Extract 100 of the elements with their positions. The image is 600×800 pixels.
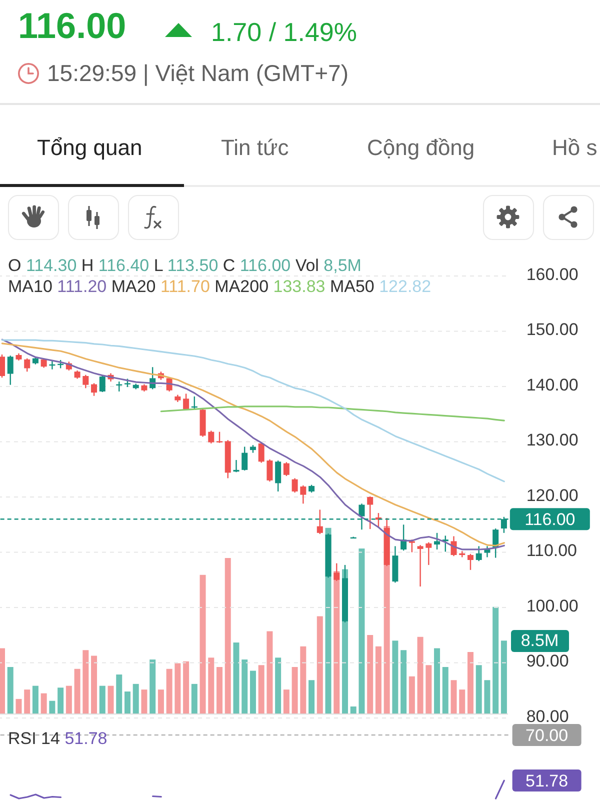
candlestick [468,553,474,571]
text: O 114.30 H 116.40 L 113.50 C 116.00 Vol 8,5M [8,256,362,275]
y-tick-label: 51.78 [526,772,568,790]
bar [426,665,432,714]
bar [24,690,30,714]
bar [367,635,374,714]
bar [459,690,466,714]
candlestick [82,374,89,389]
candlestick [284,462,290,477]
candlestick [233,459,240,473]
bar [275,658,282,714]
bar [492,606,499,714]
candlestick [0,354,6,378]
y-tick-label: 110.00 [526,541,578,560]
candlestick [100,374,106,393]
bar [208,658,214,714]
bar [40,693,47,714]
bar [132,684,139,714]
bar [100,686,106,714]
candlestick [242,446,248,472]
y-tick-label: 90.00 [526,652,569,671]
candlestick [258,442,264,464]
text: 15:29:59 | Việt Nam (GMT+7) [47,60,348,86]
bar [66,686,72,714]
candlestick [300,484,306,504]
bar [308,680,315,714]
bar [392,640,398,714]
y-tick-label: 140.00 [526,375,578,394]
candlestick [317,509,324,535]
bar [216,667,223,714]
bar [150,659,156,714]
bar [450,680,457,714]
candlestick [208,430,214,444]
y-tick-label: 100.00 [526,596,578,616]
bar [108,686,114,714]
bar [258,665,264,714]
bar [116,674,122,714]
y-tick-label: 120.00 [526,486,578,505]
candlestick [292,478,298,494]
candlestick [484,546,490,558]
line-series [1,339,506,482]
text: 8.5M [520,630,559,650]
chart-title: 116.00 [18,5,126,46]
bar [284,690,290,714]
bar [233,642,240,714]
y-tick-label: 150.00 [526,320,578,340]
y-tick-label: 70.00 [526,726,568,745]
bar [32,686,39,714]
bar [0,648,6,714]
bar [141,690,148,714]
bar [183,661,190,714]
bar [242,659,248,714]
bar [376,646,382,714]
bar [400,650,407,714]
bar [292,667,298,714]
bar [74,668,80,714]
bar [468,652,474,714]
bar [358,548,365,714]
text: Cộng đồng [367,135,475,160]
bar [350,706,356,714]
y-tick-label: 80.00 [526,706,569,726]
candlestick [434,532,440,550]
bar [224,558,231,714]
y-tick-label: 130.00 [526,430,578,450]
bar [58,688,64,714]
candlestick [275,460,282,492]
bar [417,636,424,714]
bar [158,690,164,714]
candlestick [417,544,424,588]
bar [91,656,98,714]
bar [192,684,198,714]
candlestick [409,538,416,553]
candlestick [183,393,190,411]
bar [200,574,206,714]
bar [16,698,22,714]
bar [442,667,448,714]
candlestick [91,382,98,396]
bar [334,571,340,714]
bar [266,631,273,714]
text: Tin tức [221,135,289,160]
candlestick [266,458,273,482]
candlestick [216,431,223,444]
candlestick [7,354,14,386]
bar [476,665,482,714]
ref-line-label: 116.00 [524,510,576,530]
bar [7,667,14,714]
candlestick [334,562,340,582]
bar [174,663,181,714]
candlestick [24,358,30,372]
bar [434,648,440,714]
bar [82,650,89,714]
bar [484,680,490,714]
chart-subtitle: 1.70 / 1.49% [211,17,357,47]
bar [166,668,172,714]
bar [250,670,256,714]
text: Tổng quan [37,135,142,160]
annotation: MA10 111.20 MA20 111.70 MA200 133.83 MA50 122.82 [8,277,432,296]
candlestick [476,546,482,562]
bar [49,700,56,714]
y-tick-label: 160.00 [526,264,578,284]
